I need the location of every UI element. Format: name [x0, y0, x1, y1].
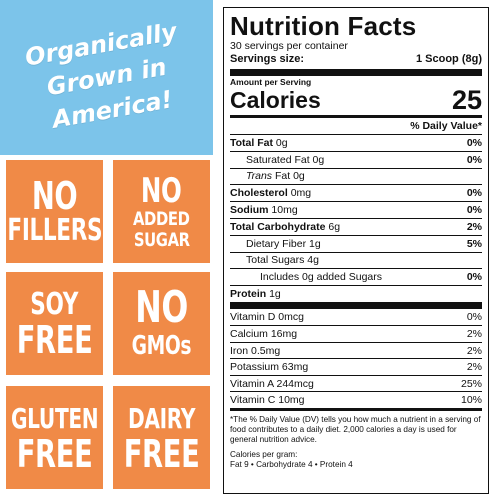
- serving-size-value: 1 Scoop (8g): [415, 53, 482, 65]
- nutrition-facts-panel: Nutrition Facts 30 servings per containe…: [223, 7, 489, 494]
- divider-thick-vitamins: [230, 301, 482, 309]
- calories-value: 25: [451, 85, 482, 115]
- nutrient-label: Includes 0g added Sugars: [260, 271, 383, 284]
- calories-per-gram-label: Calories per gram:: [230, 449, 298, 459]
- badge-top: NO: [135, 281, 188, 333]
- nutrient-row-saturated-fat: Saturated Fat 0g 0%: [230, 150, 482, 168]
- vitamin-label: Calcium 16mg: [230, 328, 298, 341]
- vitamin-row: Iron 0.5mg 2%: [230, 341, 482, 359]
- servings-per-container: 30 servings per container: [230, 40, 348, 52]
- banner-text: Organically Grown in America!: [22, 15, 190, 139]
- badge-bottom: FREE: [123, 431, 200, 476]
- vitamin-label: Iron 0.5mg: [230, 344, 281, 357]
- badge-top: GLUTEN: [10, 401, 99, 435]
- nutrient-row-added-sugars: Includes 0g added Sugars 0%: [230, 268, 482, 285]
- organic-banner: Organically Grown in America!: [0, 0, 213, 155]
- serving-size-row: Servings size: 1 Scoop (8g): [230, 52, 482, 66]
- nutrient-dv: 0%: [466, 153, 482, 166]
- nutrient-label: Total Fat: [230, 136, 273, 149]
- vitamin-dv: 2%: [466, 361, 482, 374]
- nutrient-label: Protein: [230, 288, 267, 301]
- badge-gluten-free: GLUTEN FREE: [6, 386, 103, 489]
- vitamin-label: Vitamin A 244mcg: [230, 377, 314, 390]
- vitamin-row: Vitamin A 244mcg 25%: [230, 374, 482, 392]
- nutrient-label: Fat: [274, 170, 291, 183]
- calories-row: Calories 25: [230, 85, 482, 115]
- nutrient-label: Saturated Fat: [246, 153, 310, 166]
- calories-per-gram-values: Fat 9 • Carbohydrate 4 • Protein 4: [230, 459, 353, 469]
- nutrient-row-protein: Protein 1g: [230, 285, 482, 302]
- nutrient-row-dietary-fiber: Dietary Fiber 1g 5%: [230, 234, 482, 252]
- badge-no-gmos: NO GMOs: [113, 272, 210, 375]
- vitamin-dv: 0%: [466, 311, 482, 324]
- nutrient-label: Cholesterol: [230, 187, 288, 200]
- badge-bottom: FILLERS: [7, 212, 102, 248]
- nutrient-dv: 0%: [466, 187, 482, 200]
- nutrient-label: Sodium: [230, 204, 269, 217]
- vitamin-dv: 2%: [466, 344, 482, 357]
- vitamins-list: Vitamin D 0mcg 0% Calcium 16mg 2% Iron 0…: [230, 309, 482, 408]
- badge-bottom: FREE: [16, 317, 93, 362]
- divider-thick: [230, 69, 482, 76]
- nutrient-amount: 10mg: [271, 204, 298, 217]
- badge-middle: ADDED: [133, 207, 190, 230]
- calories-per-gram: Calories per gram: Fat 9 • Carbohydrate …: [230, 450, 482, 470]
- nutrient-dv: 2%: [466, 220, 482, 233]
- badge-bottom: GMOs: [131, 330, 192, 361]
- badge-soy-free: SOY FREE: [6, 272, 103, 375]
- nutrient-amount: 1g: [309, 237, 321, 250]
- nutrient-amount: 1g: [269, 288, 281, 301]
- vitamin-row: Vitamin C 10mg 10%: [230, 391, 482, 408]
- vitamin-label: Vitamin C 10mg: [230, 394, 305, 407]
- serving-size-label: Servings size:: [230, 53, 304, 65]
- daily-value-footnote: *The % Daily Value (DV) tells you how mu…: [230, 414, 481, 444]
- nutrient-row-total-fat: Total Fat 0g 0%: [230, 134, 482, 151]
- vitamin-dv: 10%: [460, 394, 482, 407]
- amount-per-serving: Amount per Serving: [230, 77, 312, 87]
- nutrient-dv: 5%: [466, 237, 482, 250]
- badge-no-fillers: NO FILLERS: [6, 160, 103, 263]
- badge-top: NO: [141, 170, 182, 211]
- nutrient-row-trans-fat: Trans Fat 0g: [230, 167, 482, 185]
- vitamin-row: Vitamin D 0mcg 0%: [230, 309, 482, 326]
- nutrient-amount: 0g: [312, 153, 325, 166]
- vitamin-dv: 25%: [460, 377, 482, 390]
- nutrient-label: Total Sugars: [246, 254, 305, 267]
- vitamin-label: Potassium 63mg: [230, 361, 309, 374]
- vitamin-row: Calcium 16mg 2%: [230, 325, 482, 342]
- divider-footnote: [230, 407, 482, 411]
- nutrient-dv: 0%: [466, 136, 482, 149]
- nutrient-amount: 6g: [328, 220, 341, 233]
- nutrient-label: Dietary Fiber: [246, 237, 307, 250]
- vitamin-dv: 2%: [466, 328, 482, 341]
- nutrient-row-cholesterol: Cholesterol 0mg 0%: [230, 184, 482, 201]
- nutrient-amount: 4g: [307, 254, 319, 267]
- badge-dairy-free: DAIRY FREE: [113, 386, 210, 489]
- vitamin-row: Potassium 63mg 2%: [230, 358, 482, 375]
- badge-top: SOY: [30, 286, 79, 322]
- badge-bottom: FREE: [16, 431, 93, 476]
- nutrient-row-total-sugars: Total Sugars 4g: [230, 251, 482, 269]
- badge-bottom: SUGAR: [133, 228, 190, 251]
- calories-label: Calories: [230, 87, 321, 113]
- nutrient-amount: 0mg: [290, 187, 312, 200]
- nutrient-dv: 0%: [466, 204, 482, 217]
- badge-top: NO: [31, 173, 78, 218]
- nutrient-row-sodium: Sodium 10mg 0%: [230, 201, 482, 218]
- nutrient-amount: 0g: [275, 136, 288, 149]
- badge-top: DAIRY: [127, 401, 196, 435]
- daily-value-header: % Daily Value*: [410, 120, 482, 132]
- nutrient-label-italic: Trans: [246, 170, 273, 183]
- divider-medium: [230, 115, 482, 118]
- vitamin-label: Vitamin D 0mcg: [230, 311, 304, 324]
- nutrition-facts-title: Nutrition Facts: [230, 11, 417, 41]
- nutrient-label: Total Carbohydrate: [230, 220, 326, 233]
- nutrient-dv: 0%: [466, 271, 482, 284]
- badge-no-added-sugar: NO ADDED SUGAR: [113, 160, 210, 263]
- nutrient-amount: 0g: [293, 170, 305, 183]
- nutrient-row-total-carbohydrate: Total Carbohydrate 6g 2%: [230, 217, 482, 235]
